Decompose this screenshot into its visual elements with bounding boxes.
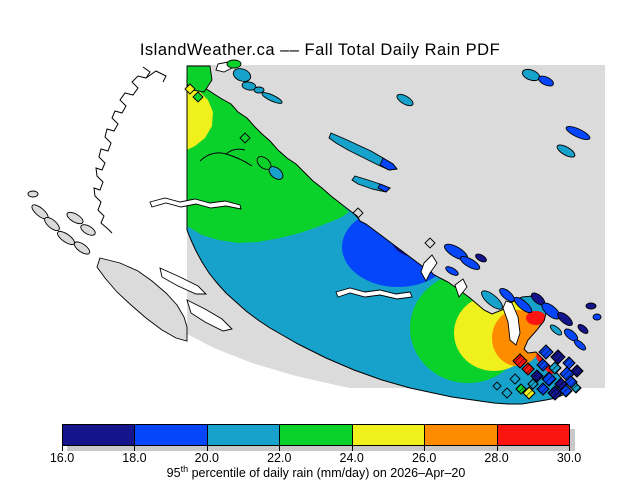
- colorbar-tick-label: 16.0: [49, 451, 75, 465]
- colorbar-tick: [496, 446, 498, 451]
- colorbar-segments: [62, 424, 570, 446]
- colorbar-tick-label: 30.0: [556, 451, 582, 465]
- station-diamond-outlines: [184, 83, 521, 399]
- colorbar-tick: [62, 446, 63, 451]
- mainland-coastline: [93, 66, 167, 234]
- colorbar-segment: [352, 425, 426, 445]
- colorbar-tick: [134, 446, 136, 451]
- islands: [186, 59, 602, 351]
- colorbar-tick-label: 24.0: [339, 451, 364, 465]
- colorbar-segment: [207, 425, 281, 445]
- colorbar-tick: [351, 446, 353, 451]
- sea-region: [187, 334, 605, 415]
- station-markers: [184, 83, 584, 401]
- caption-base: 95: [166, 466, 181, 480]
- colorbar-tick-label: 26.0: [411, 451, 437, 465]
- colorbar-tick: [279, 446, 281, 451]
- colorbar-tick: [206, 446, 208, 451]
- colorbar-segment: [135, 425, 208, 445]
- rain-contour-24-26-north: [187, 86, 213, 150]
- colorbar-tick-label: 22.0: [267, 451, 292, 465]
- colorbar-segment: [497, 425, 569, 445]
- cowichan-lake: [335, 287, 413, 300]
- rivers: [199, 148, 253, 167]
- colorbar-tick: [424, 446, 426, 451]
- west-coast-no-data-land: [27, 190, 188, 342]
- colorbar-caption: 95th percentile of daily rain (mm/day) o…: [62, 464, 570, 480]
- inlets-and-lakes: [149, 61, 521, 346]
- caption-rest: percentile of daily rain (mm/day) on 202…: [188, 466, 466, 480]
- station-diamond-cluster: [512, 344, 584, 401]
- alberni-inlet: [149, 197, 242, 210]
- colorbar-tick-label: 20.0: [194, 451, 220, 465]
- colorbar-ticks: [62, 446, 570, 452]
- island-west-no-data: [96, 257, 188, 342]
- colorbar-segment: [63, 425, 136, 445]
- colorbar-tick: [569, 446, 570, 451]
- caption-superscript: th: [180, 464, 189, 474]
- colorbar-tick-label: 28.0: [484, 451, 509, 465]
- colorbar-segment: [425, 425, 498, 445]
- rain-contour-28-30: [526, 311, 546, 325]
- colorbar-tick-label: 18.0: [122, 451, 147, 465]
- colorbar-segment: [280, 425, 353, 445]
- colorbar-tick-labels: 16.0 18.0 20.0 22.0 24.0 26.0 28.0 30.0: [50, 451, 581, 465]
- page-title: IslandWeather.ca –– Fall Total Daily Rai…: [139, 41, 501, 59]
